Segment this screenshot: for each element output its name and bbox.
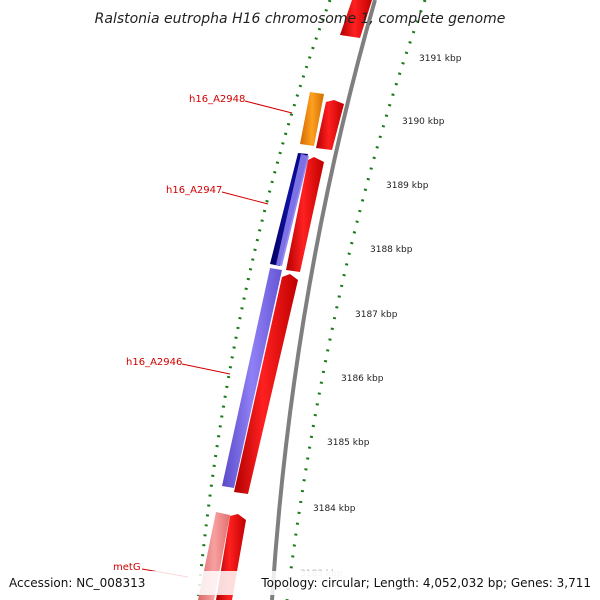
cds-red-2[interactable] (286, 157, 324, 272)
scale-tick-label: 3191 kbp (419, 54, 462, 64)
gene-h16-a2948-bar[interactable] (300, 92, 324, 146)
label-leader-h16-a2948 (244, 100, 293, 114)
inner-tick-track (196, 0, 332, 600)
cds-red-3[interactable] (234, 274, 298, 494)
gene-h16-a2946-bar[interactable] (222, 268, 282, 488)
cds-red-0[interactable] (340, 0, 372, 38)
gene-label-h16-a2948[interactable]: h16_A2948 (189, 94, 245, 105)
scale-tick-label: 3187 kbp (355, 310, 398, 320)
outer-tick-track (285, 0, 427, 600)
gene-h16-a2947-inner-bar[interactable] (276, 154, 309, 266)
genome-summary-text: Topology: circular; Length: 4,052,032 bp… (260, 576, 591, 590)
label-leader-h16-a2947 (221, 191, 269, 205)
scale-tick-label: 3184 kbp (313, 504, 356, 514)
accession-text: Accession: NC_008313 (9, 576, 145, 590)
label-leader-h16-a2946 (181, 363, 231, 375)
cds-red-1[interactable] (316, 100, 344, 150)
map-title: Ralstonia eutropha H16 chromosome 1, com… (95, 11, 506, 27)
footer-backdrop (0, 571, 600, 595)
scale-tick-label: 3190 kbp (402, 117, 445, 127)
scale-tick-label: 3189 kbp (386, 181, 429, 191)
gene-label-h16-a2947[interactable]: h16_A2947 (166, 185, 222, 196)
gene-label-metg[interactable]: metG (113, 562, 141, 573)
backbone-line (270, 0, 377, 600)
scale-tick-label: 3185 kbp (327, 438, 370, 448)
scale-tick-label: 3186 kbp (341, 374, 384, 384)
scale-tick-label: 3188 kbp (370, 245, 413, 255)
gene-label-h16-a2946[interactable]: h16_A2946 (126, 357, 182, 368)
